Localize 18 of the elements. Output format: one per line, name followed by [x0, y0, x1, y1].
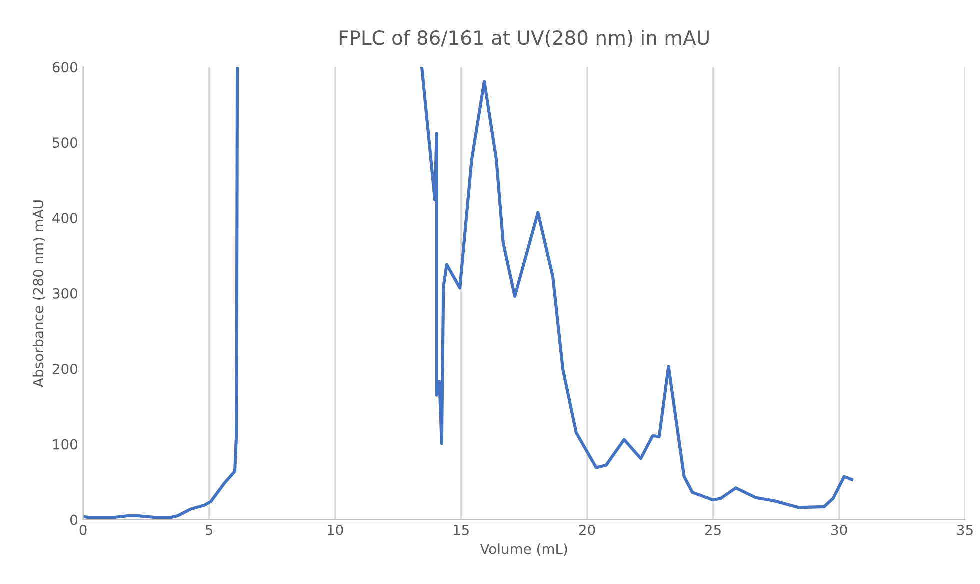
x-axis-title: Volume (mL): [480, 544, 568, 556]
x-tick-label: 25: [705, 524, 721, 536]
x-tick-label: 15: [454, 525, 469, 536]
x-tick-label: 5: [206, 525, 213, 536]
x-tick-label: 30: [832, 524, 848, 536]
y-tick-label: 600: [52, 62, 78, 73]
y-axis-title: Absorbance (280 nm) mAU: [32, 200, 46, 388]
x-tick-label: 20: [579, 524, 596, 536]
x-tick-label: 0: [80, 524, 87, 536]
y-tick-label: 300: [52, 288, 78, 299]
x-tick-label: 35: [958, 524, 973, 536]
y-tick-label: 400: [52, 212, 78, 224]
y-tick-label: 500: [53, 138, 78, 148]
y-tick-label: 200: [52, 364, 78, 374]
y-tick-label: 100: [53, 439, 78, 450]
x-tick-label: 10: [328, 524, 344, 536]
y-tick-label: 0: [70, 514, 78, 526]
chart-title: FPLC of 86/161 at UV(280 nm) in mAU: [340, 30, 709, 48]
